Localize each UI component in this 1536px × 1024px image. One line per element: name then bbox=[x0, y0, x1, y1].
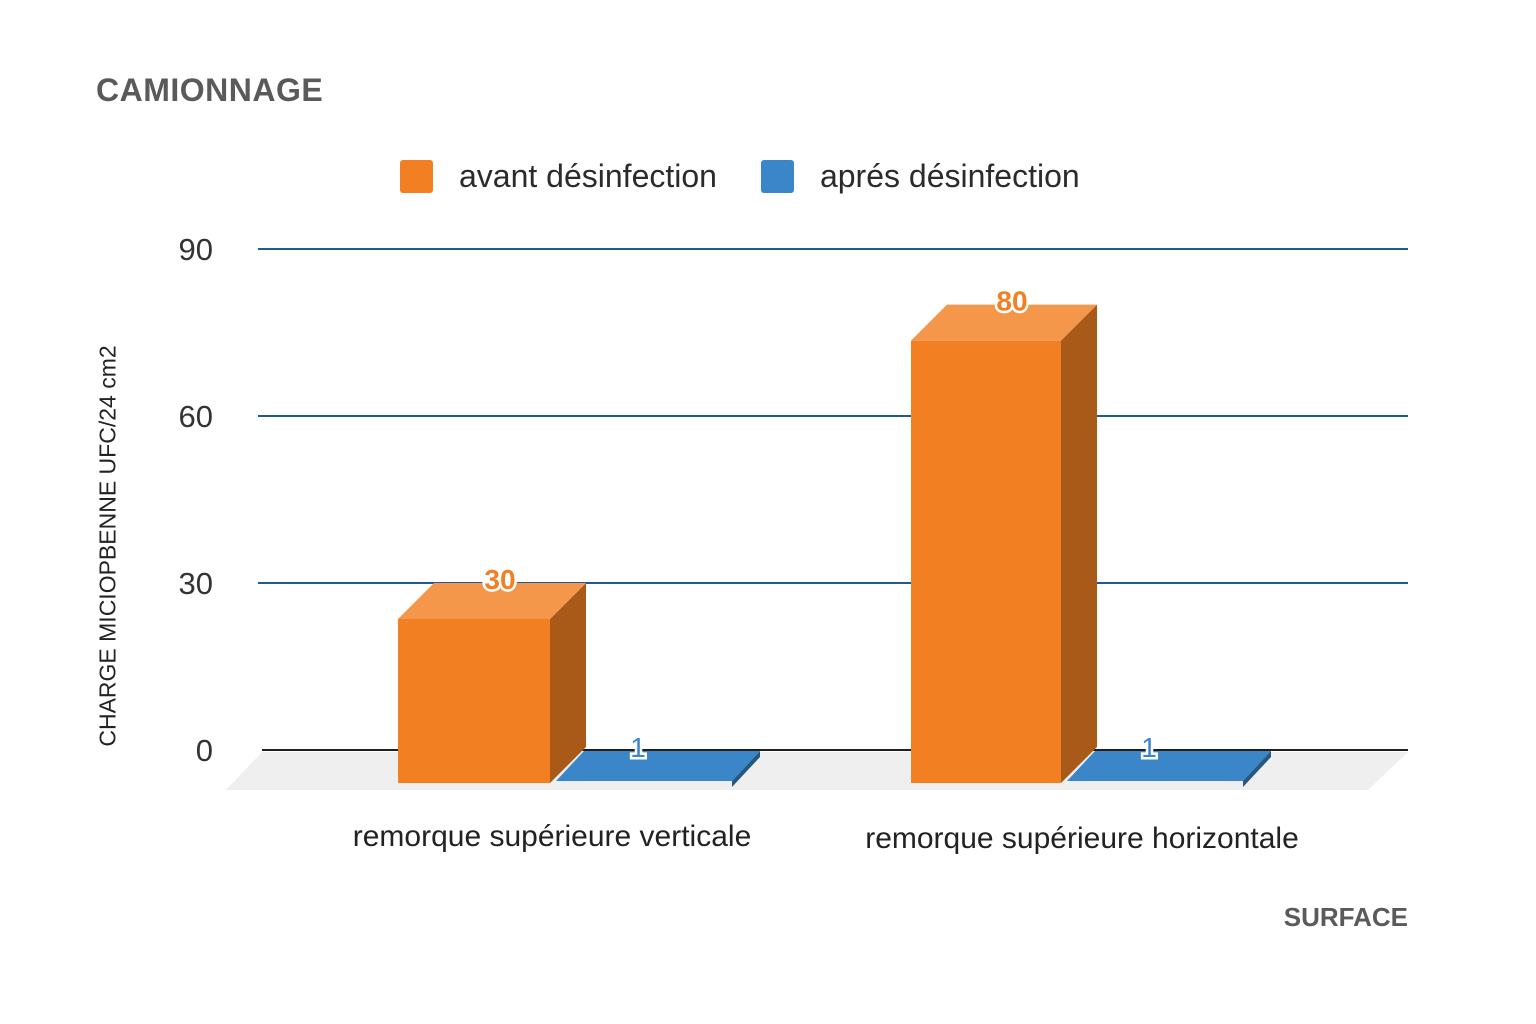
bar bbox=[911, 340, 1061, 783]
x-tick-label: remorque supérieure verticale bbox=[353, 820, 752, 853]
data-label: 30 bbox=[484, 564, 515, 595]
x-axis-label: SURFACE bbox=[1283, 902, 1408, 932]
chart-title: CAMIONNAGE bbox=[96, 72, 324, 108]
legend: avant désinfection aprés désinfection bbox=[400, 158, 1124, 195]
bar-top bbox=[911, 304, 1097, 341]
bar bbox=[398, 619, 550, 783]
bar-top bbox=[398, 583, 586, 619]
data-label: 1 bbox=[630, 732, 646, 763]
legend-label-before: avant désinfection bbox=[459, 158, 717, 194]
bar bbox=[556, 751, 760, 781]
x-tick-label: remorque supérieure horizontale bbox=[865, 822, 1299, 855]
legend-label-after: aprés désinfection bbox=[819, 158, 1080, 194]
bar bbox=[1067, 751, 1271, 781]
bar-side bbox=[1061, 304, 1097, 783]
legend-swatch-after bbox=[760, 160, 794, 193]
legend-item-before: avant désinfection bbox=[400, 158, 717, 195]
legend-swatch-before bbox=[400, 160, 433, 193]
bar-side bbox=[1243, 751, 1271, 787]
bar-side bbox=[732, 751, 760, 787]
y-tick-label: 60 bbox=[179, 399, 213, 434]
y-tick-label: 90 bbox=[179, 232, 213, 267]
data-label: 1 bbox=[1141, 732, 1157, 763]
bar-side bbox=[550, 583, 586, 783]
data-label: 80 bbox=[996, 286, 1027, 317]
y-tick-label: 0 bbox=[196, 733, 213, 768]
legend-item-after: aprés désinfection bbox=[760, 158, 1080, 195]
y-tick-label: 30 bbox=[179, 566, 213, 601]
